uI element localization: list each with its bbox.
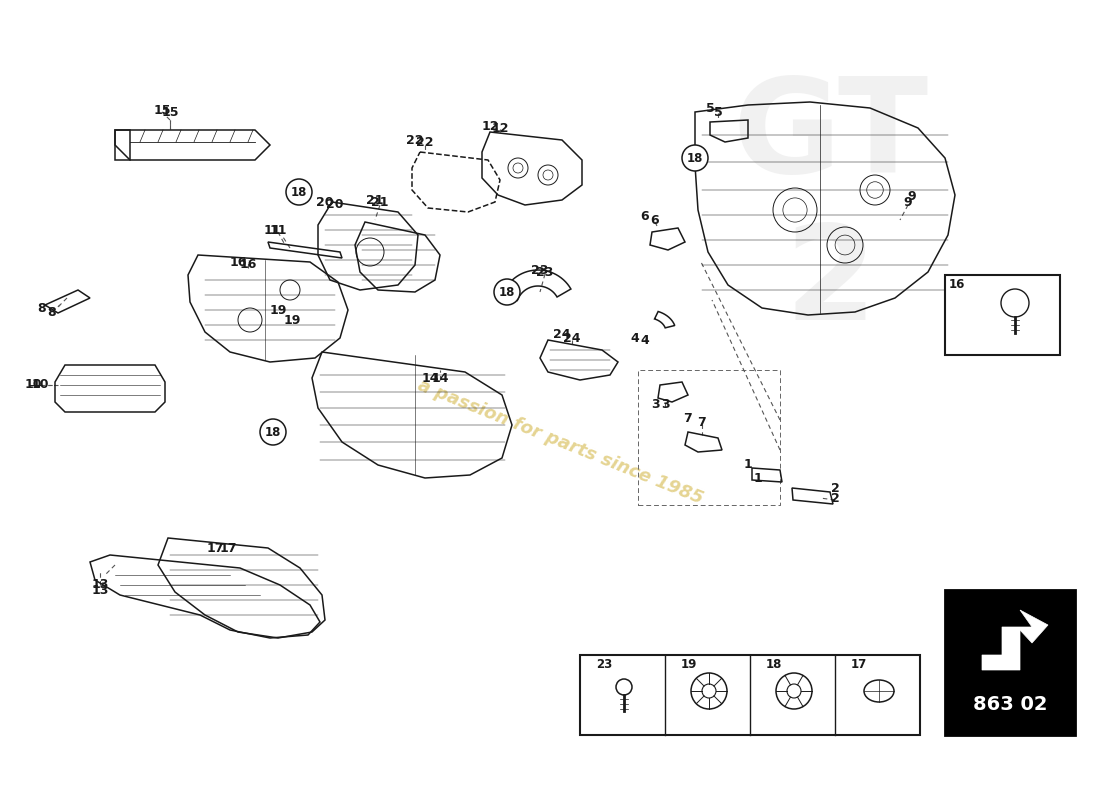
Text: 15: 15 — [153, 103, 170, 117]
Text: 863 02: 863 02 — [972, 695, 1047, 714]
Text: 12: 12 — [492, 122, 508, 134]
Text: a passion for parts since 1985: a passion for parts since 1985 — [415, 376, 705, 508]
Circle shape — [260, 419, 286, 445]
Text: 3: 3 — [661, 398, 669, 411]
Text: 11: 11 — [270, 223, 287, 237]
Text: 24: 24 — [563, 331, 581, 345]
Text: 18: 18 — [265, 426, 282, 438]
Text: 5: 5 — [705, 102, 714, 114]
Text: 20: 20 — [327, 198, 343, 211]
Text: 23: 23 — [537, 266, 553, 278]
Text: 13: 13 — [91, 583, 109, 597]
Text: 15: 15 — [162, 106, 178, 118]
Text: 1: 1 — [744, 458, 752, 471]
Text: 4: 4 — [640, 334, 649, 346]
Text: 2: 2 — [830, 491, 839, 505]
Text: 14: 14 — [421, 371, 439, 385]
Text: 9: 9 — [908, 190, 916, 203]
Text: 10: 10 — [31, 378, 48, 391]
Text: 17: 17 — [219, 542, 236, 554]
Text: 19: 19 — [284, 314, 300, 326]
Text: 22: 22 — [406, 134, 424, 146]
Text: 22: 22 — [416, 135, 433, 149]
Text: 6: 6 — [640, 210, 649, 223]
Text: 8: 8 — [47, 306, 56, 318]
Text: 16: 16 — [229, 255, 246, 269]
Text: 21: 21 — [372, 195, 388, 209]
Text: GT
2: GT 2 — [732, 73, 928, 347]
Text: 16: 16 — [240, 258, 256, 271]
Text: 1: 1 — [754, 471, 762, 485]
Bar — [945, 590, 1075, 735]
Text: 12: 12 — [482, 121, 498, 134]
Text: 19: 19 — [681, 658, 697, 671]
Text: 14: 14 — [431, 371, 449, 385]
Bar — [945, 275, 1060, 355]
Text: 23: 23 — [531, 263, 549, 277]
Text: 7: 7 — [697, 415, 706, 429]
Text: 16: 16 — [949, 278, 965, 291]
Text: 18: 18 — [290, 186, 307, 198]
Text: 19: 19 — [270, 303, 287, 317]
Circle shape — [682, 145, 708, 171]
Text: 21: 21 — [366, 194, 384, 206]
Text: 18: 18 — [686, 151, 703, 165]
Polygon shape — [982, 610, 1048, 670]
Text: 13: 13 — [91, 578, 109, 591]
Text: 17: 17 — [207, 542, 223, 554]
Text: 23: 23 — [596, 658, 612, 671]
Text: 24: 24 — [553, 329, 571, 342]
Text: 8: 8 — [37, 302, 46, 314]
Bar — [580, 655, 920, 735]
Text: 10: 10 — [24, 378, 42, 391]
Circle shape — [494, 279, 520, 305]
Text: 11: 11 — [263, 223, 280, 237]
Text: 18: 18 — [498, 286, 515, 298]
Text: 9: 9 — [904, 195, 912, 209]
Text: 5: 5 — [714, 106, 723, 118]
Text: 17: 17 — [851, 658, 867, 671]
Text: 7: 7 — [683, 411, 692, 425]
Text: 3: 3 — [651, 398, 659, 410]
Text: 6: 6 — [651, 214, 659, 226]
Text: 2: 2 — [830, 482, 839, 494]
Text: 20: 20 — [317, 195, 333, 209]
Text: 18: 18 — [766, 658, 782, 671]
Circle shape — [286, 179, 312, 205]
Text: 4: 4 — [630, 331, 639, 345]
